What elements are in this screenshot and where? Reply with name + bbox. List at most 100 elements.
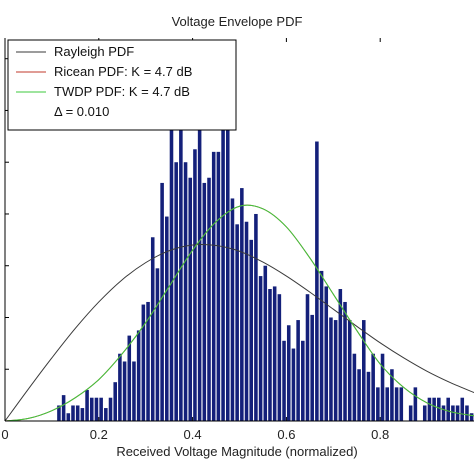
x-tick-label-4: 0.8 — [371, 427, 389, 442]
legend-label-2: TWDP PDF: K = 4.7 dB — [54, 84, 190, 99]
chart-title: Voltage Envelope PDF — [172, 14, 303, 29]
histogram-bar-44 — [263, 265, 268, 421]
histogram-bar-38 — [235, 224, 239, 421]
histogram-bar-54 — [310, 314, 314, 421]
histogram-bar-10 — [104, 408, 108, 421]
histogram-bar-57 — [324, 286, 329, 421]
histogram-bar-8 — [94, 397, 99, 421]
histogram-bar-35 — [221, 125, 225, 422]
histogram-bar-5 — [80, 408, 85, 421]
histogram-bar-19 — [146, 301, 150, 421]
histogram-bar-46 — [272, 286, 277, 421]
histogram-bar-29 — [193, 149, 197, 421]
x-axis-label: Received Voltage Magnitude (normalized) — [116, 444, 357, 459]
histogram-bar-73 — [399, 387, 404, 421]
legend-box — [7, 39, 237, 131]
histogram-bar-26 — [179, 110, 183, 422]
x-tick-label-1: 0.2 — [90, 427, 108, 442]
histogram-bar-79 — [427, 397, 432, 421]
series-line-1 — [4, 204, 474, 422]
series-line-0 — [4, 244, 474, 422]
histogram-bar-24 — [169, 125, 174, 422]
histogram-bar-33 — [211, 151, 216, 422]
histogram-bar-81 — [437, 397, 441, 421]
histogram-bar-9 — [99, 397, 103, 421]
histogram-bar-13 — [118, 353, 122, 421]
histogram-bar-28 — [188, 177, 193, 421]
histogram-bar-31 — [202, 182, 207, 421]
legend-label-3: Δ = 0.010 — [54, 104, 109, 119]
x-tick-label-3: 0.6 — [277, 427, 295, 442]
histogram-bar-82 — [441, 405, 446, 421]
histogram-bar-83 — [446, 397, 450, 421]
histogram-bar-50 — [291, 348, 296, 421]
legend: Rayleigh PDF Ricean PDF: K = 4.7 dB TWDP P… — [7, 39, 237, 131]
histogram-bar-49 — [286, 325, 291, 421]
histogram-bar-45 — [268, 289, 272, 421]
histogram-bar-21 — [155, 268, 160, 421]
histogram-bar-1 — [61, 395, 66, 421]
pdf-curves — [4, 204, 474, 422]
histogram-bar-43 — [258, 276, 263, 421]
histogram-bar-7 — [89, 397, 94, 421]
histogram-bar-34 — [216, 151, 221, 422]
histogram-bar-4 — [75, 405, 80, 421]
histogram-bar-55 — [315, 141, 319, 421]
histogram-bar-52 — [301, 340, 305, 421]
histogram-bar-39 — [240, 188, 244, 421]
histogram-bar-42 — [254, 213, 258, 421]
histogram-bar-75 — [408, 405, 413, 421]
legend-label-1: Ricean PDF: K = 4.7 dB — [54, 64, 192, 79]
histogram-bar-0 — [57, 405, 61, 421]
histogram-bar-37 — [230, 198, 235, 421]
histogram-bar-47 — [277, 294, 282, 421]
legend-label-0: Rayleigh PDF — [54, 44, 134, 59]
x-tick-label-0: 0 — [1, 427, 8, 442]
histogram-bar-65 — [362, 320, 366, 421]
histogram-bar-11 — [108, 397, 113, 421]
histogram-bar-36 — [225, 63, 230, 421]
histogram-bar-3 — [71, 405, 75, 421]
histogram-bar-87 — [465, 405, 469, 421]
histogram-bar-68 — [376, 387, 380, 421]
histogram-bar-66 — [366, 371, 371, 421]
histogram-bar-56 — [319, 270, 324, 421]
histogram-bar-60 — [338, 289, 343, 421]
histogram-bar-32 — [207, 177, 211, 421]
histogram-bar-76 — [413, 387, 418, 421]
histogram-bar-78 — [422, 405, 427, 421]
histogram-bar-70 — [385, 387, 390, 421]
histogram-bar-67 — [371, 353, 375, 421]
histogram-bar-88 — [469, 413, 474, 421]
histogram-bar-84 — [451, 405, 455, 421]
histogram-bar-64 — [357, 369, 361, 421]
histogram-bar-72 — [394, 387, 399, 421]
histogram-bar-18 — [141, 304, 146, 421]
histogram-bar-20 — [150, 237, 155, 421]
histogram-bar-40 — [244, 221, 249, 421]
histogram-bar-69 — [380, 353, 385, 421]
histogram-bar-16 — [132, 361, 136, 421]
histogram-bar-6 — [85, 389, 89, 421]
histogram-bar-15 — [127, 335, 132, 421]
histogram-bar-14 — [122, 361, 127, 421]
histogram-bar-59 — [333, 320, 338, 421]
histogram-bar-86 — [460, 397, 465, 421]
histogram-bar-41 — [249, 239, 253, 421]
histogram-bar-12 — [113, 382, 117, 421]
histogram-bar-48 — [282, 340, 286, 421]
series-line-2 — [4, 204, 474, 422]
histogram-bar-27 — [183, 162, 188, 421]
histogram-bar-23 — [165, 216, 169, 421]
histogram-bar-62 — [347, 320, 352, 421]
histogram-bar-61 — [343, 301, 347, 421]
histogram-bar-25 — [174, 162, 178, 421]
x-tick-label-2: 0.4 — [184, 427, 202, 442]
histogram-bar-71 — [390, 369, 394, 421]
histogram-bar-22 — [160, 182, 164, 421]
histogram-bar-53 — [305, 294, 310, 421]
histogram-bar-63 — [352, 353, 357, 421]
histogram-bar-58 — [329, 317, 333, 421]
histogram-bar-80 — [432, 397, 436, 421]
